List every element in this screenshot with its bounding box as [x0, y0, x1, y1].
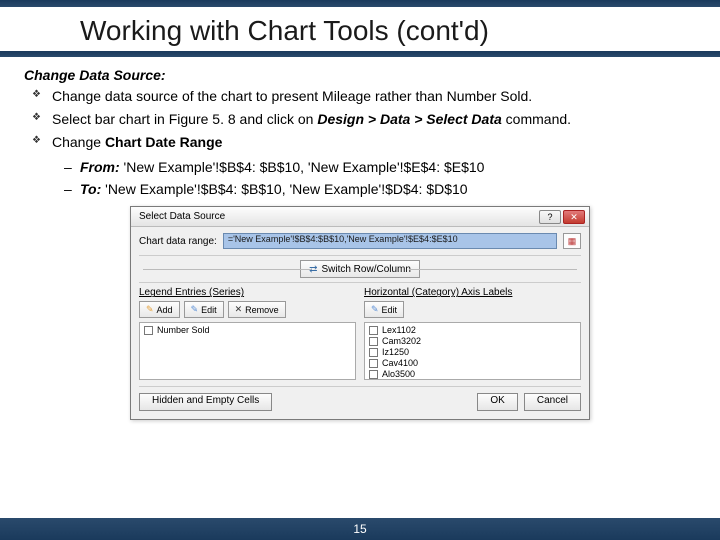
add-icon: ✎	[146, 304, 154, 315]
bullet-3: Change Chart Date Range	[32, 133, 696, 152]
legend-tool-row: ✎Add ✎Edit ✕Remove	[139, 301, 356, 318]
legend-series-column: Legend Entries (Series) ✎Add ✎Edit ✕Remo…	[139, 287, 356, 380]
edit-icon: ✎	[371, 304, 379, 315]
checkbox-icon[interactable]	[369, 359, 378, 368]
arrow-left-icon	[143, 269, 311, 270]
edit-icon: ✎	[191, 304, 199, 315]
switch-row: ⇄ Switch Row/Column	[139, 255, 581, 283]
cancel-button[interactable]: Cancel	[524, 393, 581, 411]
dash-from: From: 'New Example'!$B$4: $B$10, 'New Ex…	[64, 158, 696, 177]
page-number: 15	[353, 522, 366, 536]
title-top-band	[0, 0, 720, 7]
checkbox-icon[interactable]	[369, 337, 378, 346]
list-item[interactable]: Iz1250	[369, 347, 576, 358]
add-button[interactable]: ✎Add	[139, 301, 180, 318]
checkbox-icon[interactable]	[144, 326, 153, 335]
close-button[interactable]: ✕	[563, 210, 585, 224]
hidden-cells-button[interactable]: Hidden and Empty Cells	[139, 393, 272, 411]
checkbox-icon[interactable]	[369, 348, 378, 357]
checkbox-icon[interactable]	[369, 370, 378, 379]
slide-footer: 15	[0, 518, 720, 540]
ok-button[interactable]: OK	[477, 393, 517, 411]
slide-content: Change Data Source: Change data source o…	[0, 67, 720, 420]
list-item[interactable]: Alo3500	[369, 369, 576, 380]
select-data-source-dialog: Select Data Source ? ✕ Chart data range:…	[130, 206, 590, 420]
axis-labels-column: Horizontal (Category) Axis Labels ✎Edit …	[364, 287, 581, 380]
remove-button[interactable]: ✕Remove	[228, 301, 286, 318]
axis-tool-row: ✎Edit	[364, 301, 581, 318]
arrow-right-icon	[409, 269, 577, 270]
list-item[interactable]: Number Sold	[144, 325, 351, 336]
dialog-title: Select Data Source	[139, 211, 225, 222]
dialog-footer: Hidden and Empty Cells OK Cancel	[139, 386, 581, 411]
window-buttons: ? ✕	[539, 210, 585, 224]
axis-listbox[interactable]: Lex1102 Cam3202 Iz1250 Cav4100 Alo3500	[364, 322, 581, 380]
switch-row-column-button[interactable]: ⇄ Switch Row/Column	[300, 260, 420, 278]
range-picker-button[interactable]: ▦	[563, 233, 581, 249]
legend-series-title: Legend Entries (Series)	[139, 287, 356, 298]
dialog-body: Chart data range: ='New Example'!$B$4:$B…	[131, 227, 589, 419]
bullet-2: Select bar chart in Figure 5. 8 and clic…	[32, 110, 696, 129]
dash-list: From: 'New Example'!$B$4: $B$10, 'New Ex…	[24, 158, 696, 199]
title-underline	[0, 51, 720, 57]
range-label: Chart data range:	[139, 236, 217, 247]
edit-axis-button[interactable]: ✎Edit	[364, 301, 404, 318]
range-input[interactable]: ='New Example'!$B$4:$B$10,'New Example'!…	[223, 233, 557, 249]
list-item[interactable]: Cav4100	[369, 358, 576, 369]
remove-icon: ✕	[235, 304, 243, 315]
help-button[interactable]: ?	[539, 210, 561, 224]
footer-right: OK Cancel	[477, 393, 581, 411]
bullet-list: Change data source of the chart to prese…	[24, 87, 696, 152]
columns: Legend Entries (Series) ✎Add ✎Edit ✕Remo…	[139, 287, 581, 380]
range-row: Chart data range: ='New Example'!$B$4:$B…	[139, 233, 581, 249]
list-item[interactable]: Cam3202	[369, 336, 576, 347]
dash-to: To: 'New Example'!$B$4: $B$10, 'New Exam…	[64, 180, 696, 199]
bullet-1: Change data source of the chart to prese…	[32, 87, 696, 106]
subheading: Change Data Source:	[24, 67, 696, 83]
series-listbox[interactable]: Number Sold	[139, 322, 356, 380]
dialog-titlebar: Select Data Source ? ✕	[131, 207, 589, 227]
checkbox-icon[interactable]	[369, 326, 378, 335]
edit-series-button[interactable]: ✎Edit	[184, 301, 224, 318]
slide-title: Working with Chart Tools (cont'd)	[0, 7, 720, 51]
axis-labels-title: Horizontal (Category) Axis Labels	[364, 287, 581, 298]
list-item[interactable]: Lex1102	[369, 325, 576, 336]
